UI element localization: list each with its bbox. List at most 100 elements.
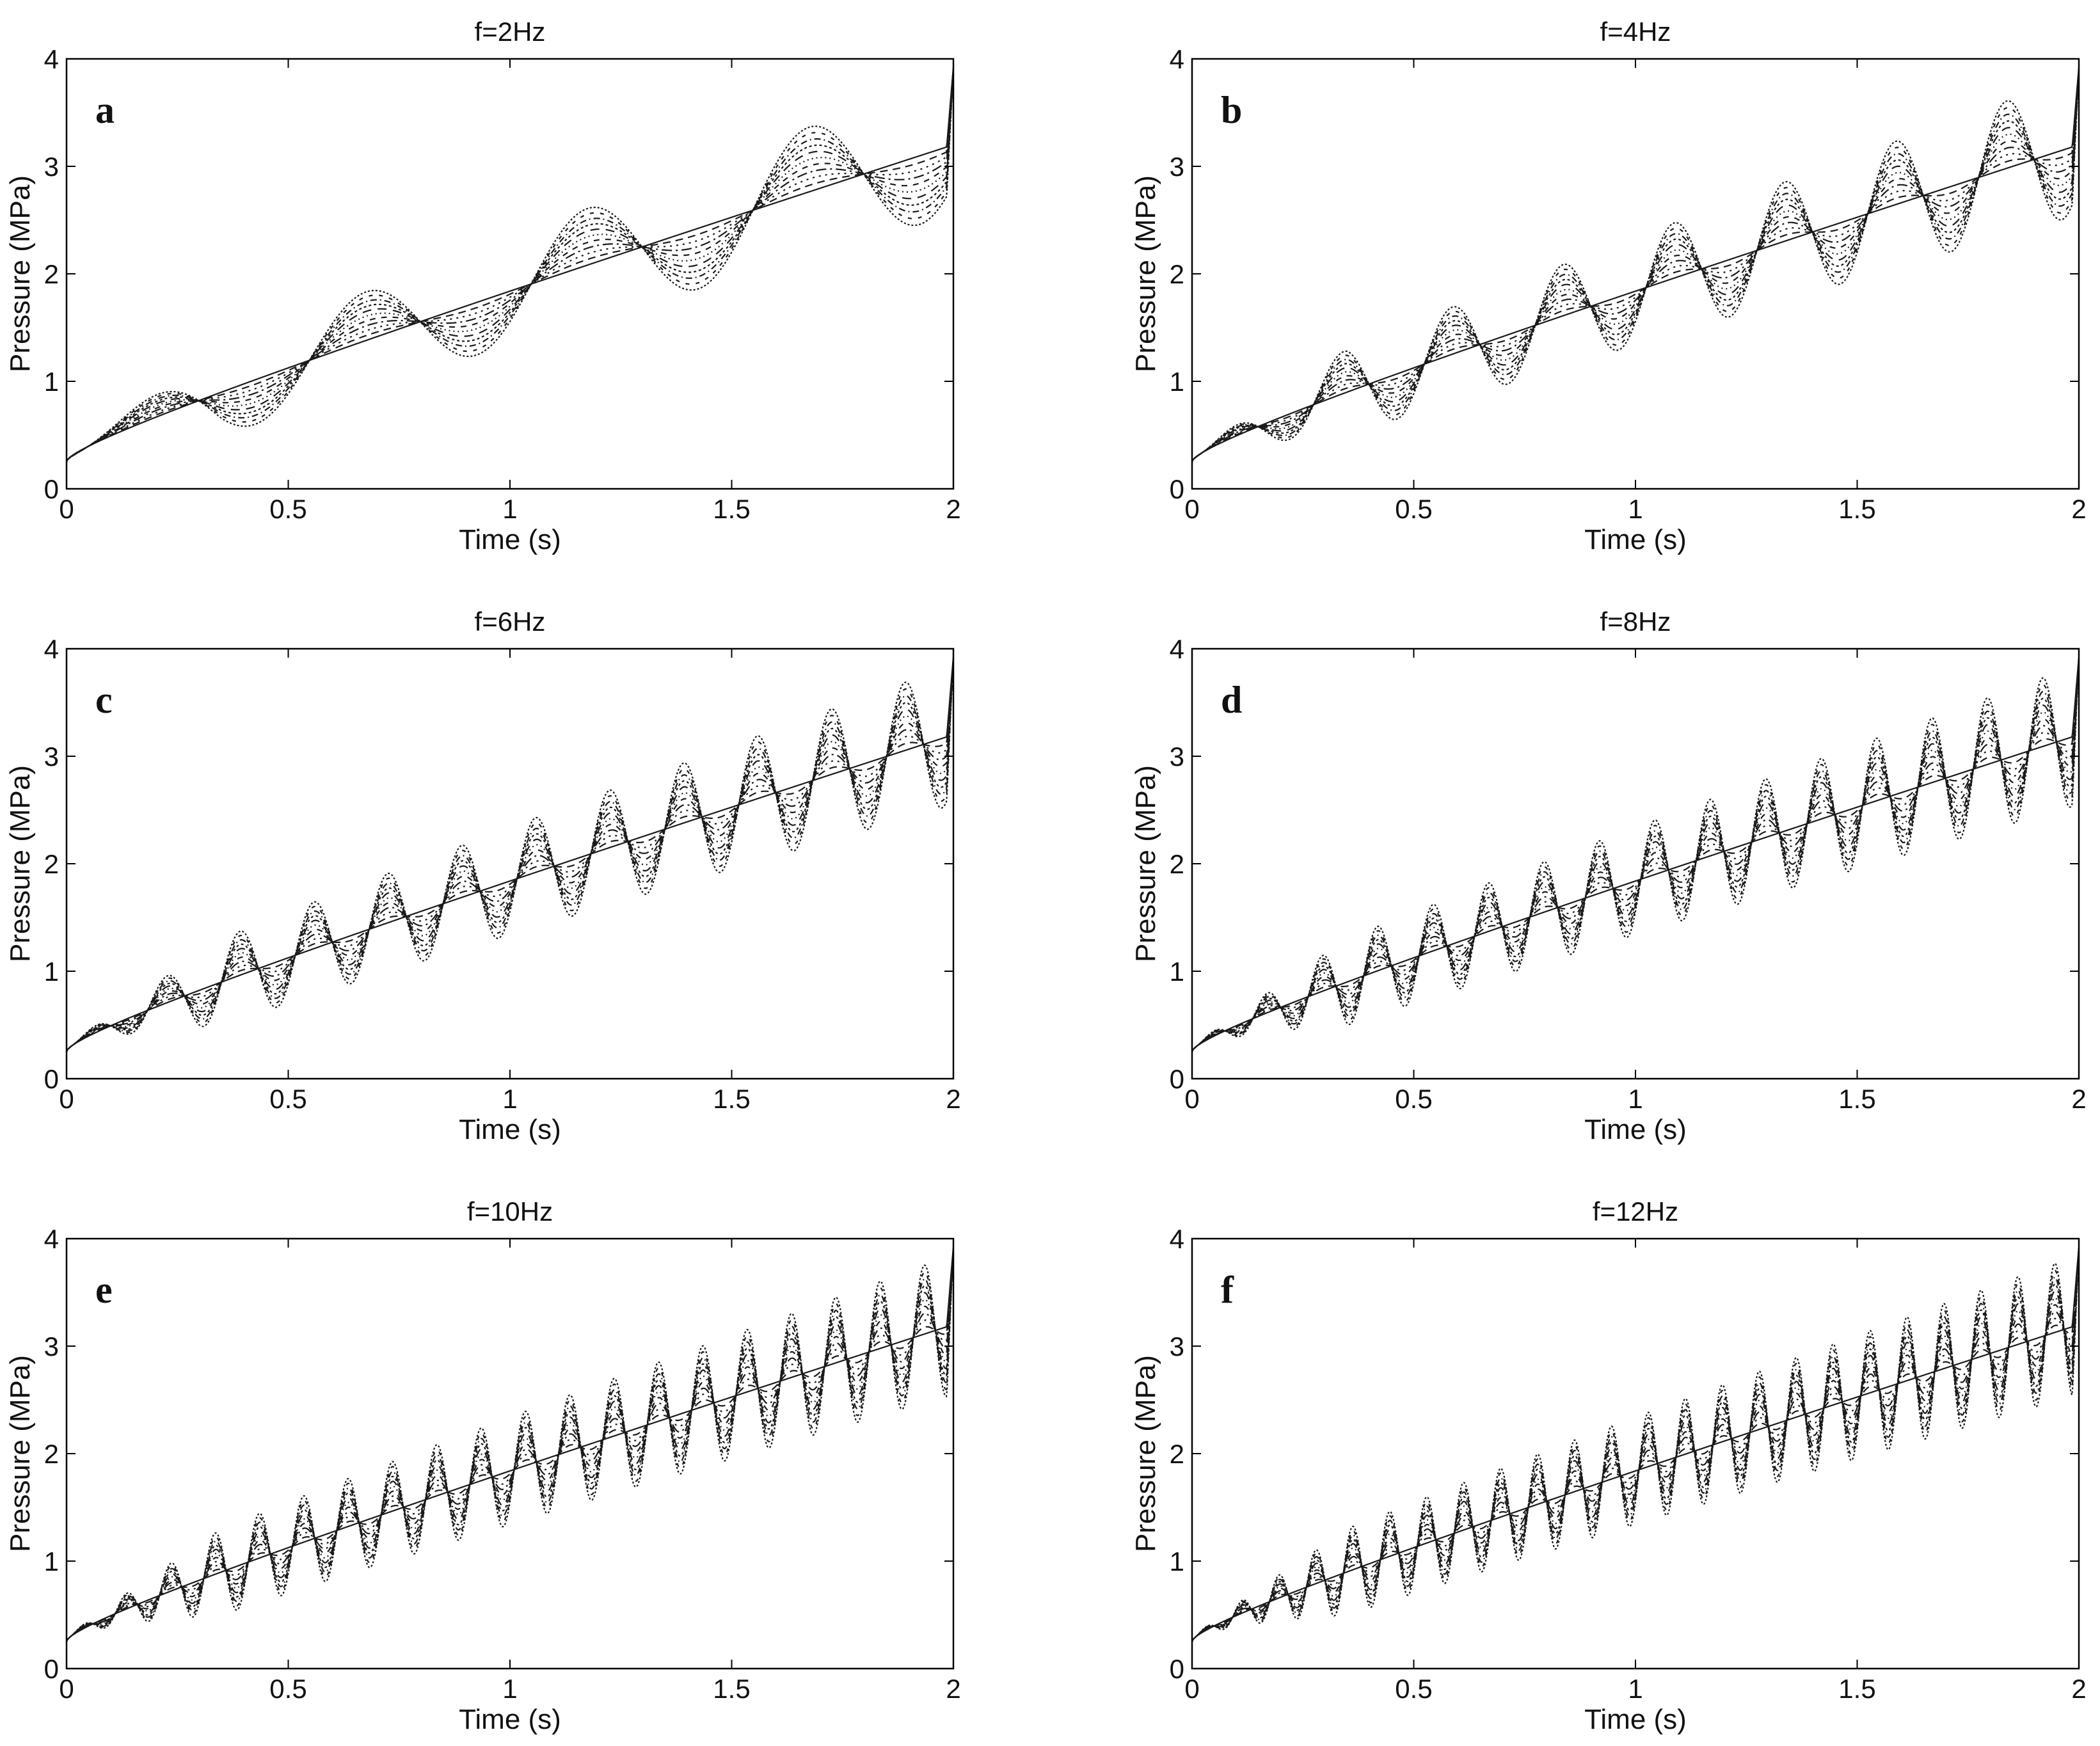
panel-letter: a xyxy=(95,89,115,131)
series-line-4 xyxy=(1192,658,2079,1052)
y-tick-label: 4 xyxy=(1170,1224,1184,1254)
x-tick-label: 0 xyxy=(59,1674,74,1704)
series-line-8 xyxy=(67,1250,953,1642)
x-tick-label: 1 xyxy=(502,1674,517,1704)
panel-letter: e xyxy=(95,1269,113,1311)
x-axis-label: Time (s) xyxy=(1584,1704,1687,1735)
series-line-7 xyxy=(1192,660,2079,1052)
series-line-7 xyxy=(1192,70,2079,463)
series-line-11 xyxy=(1192,1251,2079,1642)
panel-title: f=12Hz xyxy=(1593,1196,1678,1226)
y-tick-label: 3 xyxy=(44,1331,59,1361)
panel-f: 0 0.5 1 1.5 2 0 1 2 3 4 f=12Hz Time (s) Pressure (MP… xyxy=(1130,1196,2087,1735)
panel-letter: f xyxy=(1221,1269,1234,1311)
panel-letter: b xyxy=(1221,89,1242,131)
series-line-6 xyxy=(1192,69,2079,463)
series-line-9 xyxy=(67,660,953,1052)
panel-letter: d xyxy=(1221,679,1242,721)
series-line-4 xyxy=(67,1248,953,1642)
series-line-3 xyxy=(67,1248,953,1642)
x-tick-label: 2 xyxy=(2071,1674,2086,1704)
series-line-9 xyxy=(1192,660,2079,1052)
x-tick-label: 2 xyxy=(946,1084,960,1114)
x-tick-label: 1.5 xyxy=(713,1674,750,1704)
x-tick-label: 0 xyxy=(1184,494,1199,524)
series-line-6 xyxy=(67,1249,953,1642)
y-tick-label: 4 xyxy=(44,44,59,74)
x-tick-label: 2 xyxy=(2071,494,2086,524)
axes-frame xyxy=(1191,1237,2080,1670)
series-group xyxy=(1192,1247,2079,1642)
x-tick-label: 1.5 xyxy=(1838,1084,1875,1114)
panel-title: f=8Hz xyxy=(1600,607,1671,637)
y-tick-label: 0 xyxy=(1170,1654,1184,1684)
y-tick-label: 4 xyxy=(1170,44,1184,74)
series-line-9 xyxy=(1192,1250,2079,1642)
series-line-1 xyxy=(67,657,953,1052)
panel-d: 0 0.5 1 1.5 2 0 1 2 3 4 f=8Hz Time (s) Pressure (MPa… xyxy=(1130,607,2087,1145)
series-line-7 xyxy=(67,1250,953,1642)
series-line-8 xyxy=(1192,70,2079,463)
y-axis-label: Pressure (MPa) xyxy=(4,765,36,962)
series-line-9 xyxy=(67,1250,953,1642)
y-tick-label: 0 xyxy=(44,1654,59,1684)
x-tick-label: 0 xyxy=(1184,1084,1199,1114)
panel-c: 0 0.5 1 1.5 2 0 1 2 3 4 f=6Hz Time (s) Pressure (MPa… xyxy=(4,607,961,1145)
series-line-2 xyxy=(1192,1248,2079,1642)
panel-letter: c xyxy=(95,679,113,721)
series-line-10 xyxy=(67,70,953,463)
series-line-4 xyxy=(1192,68,2079,463)
series-line-3 xyxy=(1192,68,2079,463)
series-line-7 xyxy=(67,660,953,1052)
series-line-5 xyxy=(1192,1248,2079,1642)
y-tick-label: 4 xyxy=(1170,634,1184,664)
y-tick-label: 0 xyxy=(1170,474,1184,504)
y-tick-label: 3 xyxy=(1170,152,1184,182)
y-tick-label: 0 xyxy=(1170,1064,1184,1094)
series-line-11 xyxy=(1192,661,2079,1052)
x-tick-label: 1 xyxy=(502,1084,517,1114)
x-tick-label: 1 xyxy=(502,494,517,524)
x-axis-label: Time (s) xyxy=(1584,1114,1687,1145)
panel-a: 0 0.5 1 1.5 2 0 1 2 3 4 f=2Hz Time (s) Pressure (MPa… xyxy=(4,17,961,555)
y-tick-label: 1 xyxy=(1170,1546,1184,1576)
series-group xyxy=(67,657,953,1052)
series-line-1 xyxy=(67,1247,953,1642)
y-axis-label: Pressure (MPa) xyxy=(1130,175,1161,372)
y-tick-label: 1 xyxy=(1170,367,1184,397)
x-axis-label: Time (s) xyxy=(459,1704,561,1735)
panel-title: f=2Hz xyxy=(475,17,546,47)
y-tick-label: 3 xyxy=(44,742,59,772)
series-line-2 xyxy=(1192,68,2079,463)
x-tick-label: 0.5 xyxy=(1395,1674,1432,1704)
series-line-3 xyxy=(1192,1248,2079,1642)
series-line-3 xyxy=(67,658,953,1052)
x-tick-label: 1.5 xyxy=(1838,1674,1875,1704)
series-line-1 xyxy=(1192,1247,2079,1642)
y-tick-label: 2 xyxy=(44,1439,59,1469)
series-line-9 xyxy=(67,70,953,463)
panel-title: f=6Hz xyxy=(475,607,546,637)
x-tick-label: 2 xyxy=(946,1674,960,1704)
panel-title: f=4Hz xyxy=(1600,17,1671,47)
series-line-4 xyxy=(67,68,953,463)
series-line-4 xyxy=(67,658,953,1052)
series-line-6 xyxy=(67,69,953,463)
series-line-6 xyxy=(1192,659,2079,1052)
x-tick-label: 2 xyxy=(946,494,960,524)
panel-e: 0 0.5 1 1.5 2 0 1 2 3 4 f=10Hz Time (s) Pressure (MP… xyxy=(4,1196,961,1735)
y-tick-label: 1 xyxy=(44,1546,59,1576)
series-group xyxy=(67,1247,953,1642)
y-tick-label: 3 xyxy=(1170,742,1184,772)
series-line-7 xyxy=(67,70,953,463)
x-tick-label: 0.5 xyxy=(269,494,306,524)
series-line-8 xyxy=(67,70,953,463)
series-line-1 xyxy=(1192,67,2079,463)
series-line-7 xyxy=(1192,1250,2079,1642)
x-tick-label: 0 xyxy=(59,494,74,524)
series-line-5 xyxy=(1192,658,2079,1052)
series-line-3 xyxy=(1192,658,2079,1052)
y-tick-label: 4 xyxy=(44,634,59,664)
series-line-2 xyxy=(67,658,953,1052)
